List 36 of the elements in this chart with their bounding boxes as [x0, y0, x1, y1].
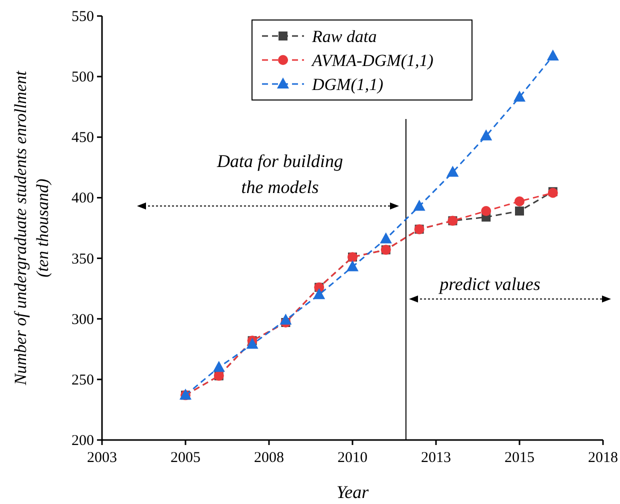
x-tick-label: 2003 — [87, 450, 117, 466]
point — [446, 166, 459, 177]
point — [212, 360, 225, 372]
point — [380, 232, 392, 244]
y-tick-label: 300 — [72, 312, 94, 328]
point — [514, 90, 526, 102]
y-axis-title: Number of undergraduate students enrollment (ten thousand) — [11, 70, 52, 386]
point — [546, 49, 559, 60]
y-tick-label: 400 — [72, 190, 94, 207]
x-tick-label: 2018 — [588, 450, 618, 466]
y-tick-label: 350 — [72, 251, 94, 268]
point — [346, 260, 358, 272]
y-tick-label: 200 — [72, 433, 94, 449]
x-tick-label: 2015 — [504, 450, 534, 466]
annotation: Data for building the models — [216, 151, 344, 197]
y-tick-label: 250 — [72, 372, 94, 388]
x-tick-label: 2013 — [421, 450, 451, 466]
legend-label: DGM(1,1) — [311, 75, 384, 94]
y-tick-label: 450 — [72, 130, 94, 146]
y-tick-label: 500 — [72, 70, 94, 86]
x-tick-label: 2005 — [170, 450, 200, 466]
point — [480, 129, 492, 140]
point — [280, 314, 292, 325]
point — [481, 206, 492, 216]
legend-label: AVMA-DGM(1,1) — [311, 51, 434, 70]
legend-label: Raw data — [311, 27, 377, 46]
point — [515, 206, 524, 216]
point — [514, 196, 524, 206]
x-axis-title: Year — [336, 482, 370, 502]
annotation: predict values — [438, 274, 540, 294]
x-tick-label: 2010 — [338, 450, 368, 466]
x-tick-label: 2008 — [254, 450, 284, 466]
point — [246, 338, 258, 349]
y-tick-label: 550 — [72, 9, 94, 25]
point — [413, 200, 426, 211]
point — [313, 288, 326, 300]
